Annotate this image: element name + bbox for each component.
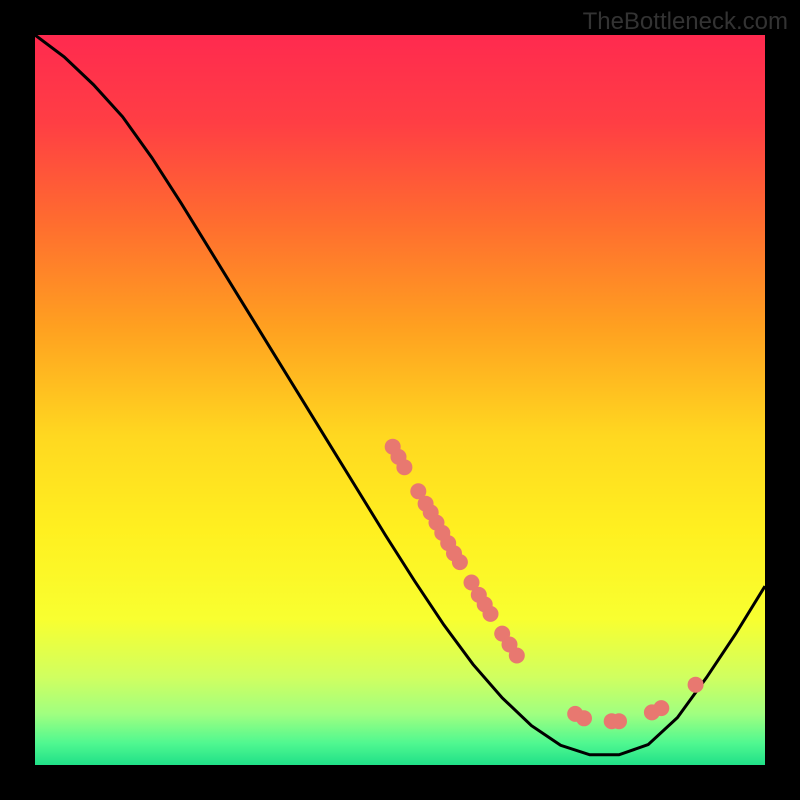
watermark-text: TheBottleneck.com: [583, 8, 788, 36]
curve-marker: [576, 710, 592, 726]
curve-marker: [396, 459, 412, 475]
plot-background: [35, 35, 765, 765]
curve-marker: [509, 648, 525, 664]
curve-marker: [483, 606, 499, 622]
curve-marker: [611, 713, 627, 729]
curve-marker: [452, 554, 468, 570]
curve-marker: [653, 700, 669, 716]
chart-area: [35, 35, 765, 765]
curve-marker: [688, 677, 704, 693]
